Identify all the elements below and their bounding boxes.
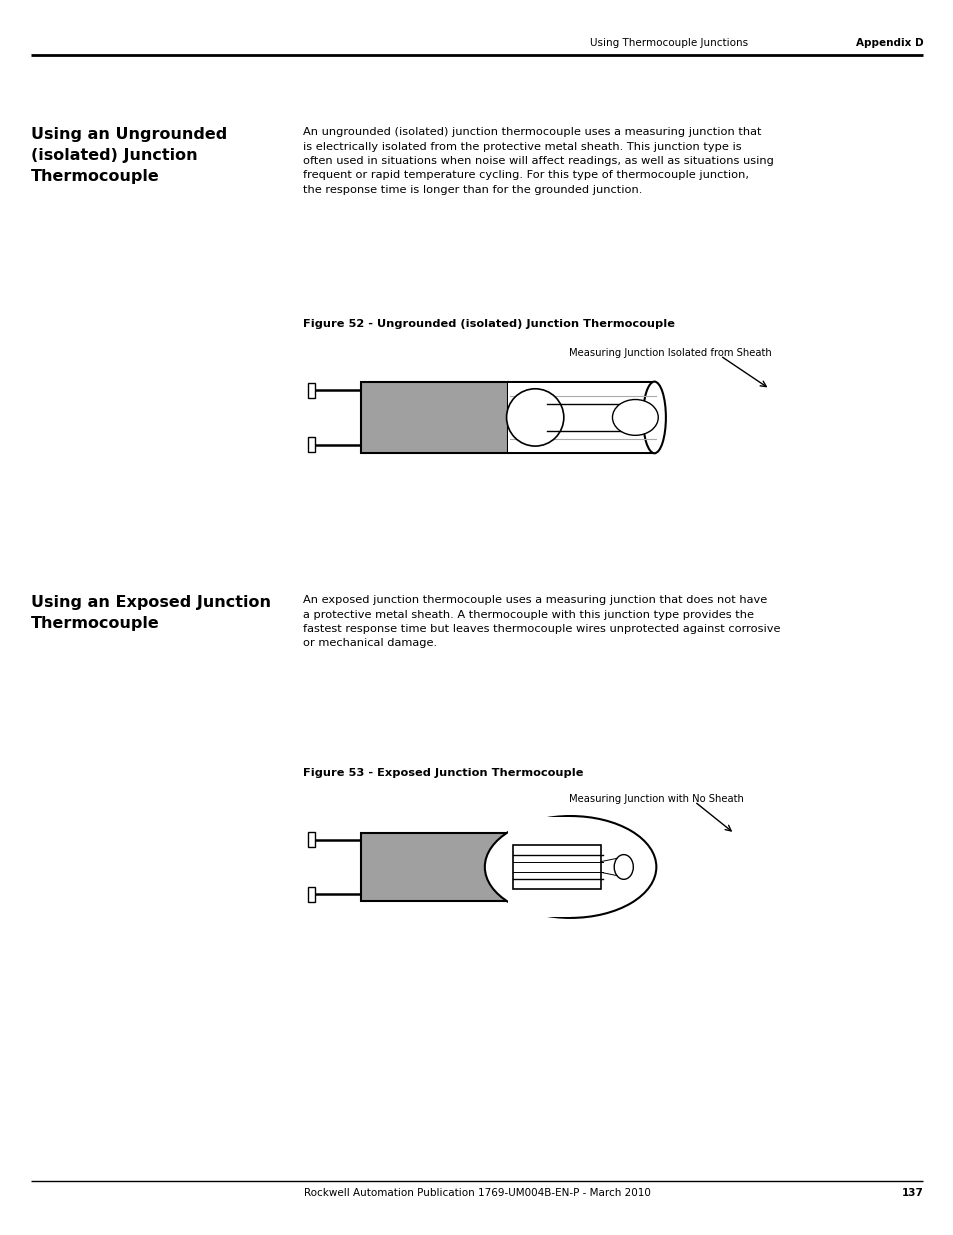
Bar	[308, 437, 314, 452]
Text: Using Thermocouple Junctions: Using Thermocouple Junctions	[589, 37, 747, 47]
Bar	[360, 834, 508, 902]
Text: Figure 52 - Ungrounded (isolated) Junction Thermocouple: Figure 52 - Ungrounded (isolated) Juncti…	[303, 319, 675, 329]
Ellipse shape	[612, 400, 658, 436]
Text: Measuring Junction Isolated from Sheath: Measuring Junction Isolated from Sheath	[568, 348, 771, 358]
Text: Measuring Junction with No Sheath: Measuring Junction with No Sheath	[568, 794, 742, 804]
Ellipse shape	[642, 382, 665, 453]
Circle shape	[614, 855, 633, 879]
Text: Using an Ungrounded
(isolated) Junction
Thermocouple: Using an Ungrounded (isolated) Junction …	[30, 127, 227, 184]
Text: An exposed junction thermocouple uses a measuring junction that does not have
a : An exposed junction thermocouple uses a …	[303, 595, 781, 648]
Ellipse shape	[506, 389, 563, 446]
Bar	[308, 832, 314, 847]
Text: Figure 53 - Exposed Junction Thermocouple: Figure 53 - Exposed Junction Thermocoupl…	[303, 768, 583, 778]
Text: Appendix D: Appendix D	[855, 37, 923, 47]
Text: Rockwell Automation Publication 1769-UM004B-EN-P - March 2010: Rockwell Automation Publication 1769-UM0…	[303, 1188, 650, 1198]
Bar	[513, 845, 600, 889]
Text: 137: 137	[901, 1188, 923, 1198]
Bar	[508, 818, 570, 916]
Bar	[308, 887, 314, 902]
Text: An ungrounded (isolated) junction thermocouple uses a measuring junction that
is: An ungrounded (isolated) junction thermo…	[303, 127, 774, 195]
Bar	[508, 383, 654, 452]
Ellipse shape	[484, 816, 656, 918]
Bar	[360, 382, 508, 453]
Bar	[308, 383, 314, 398]
Text: Using an Exposed Junction
Thermocouple: Using an Exposed Junction Thermocouple	[30, 595, 271, 631]
